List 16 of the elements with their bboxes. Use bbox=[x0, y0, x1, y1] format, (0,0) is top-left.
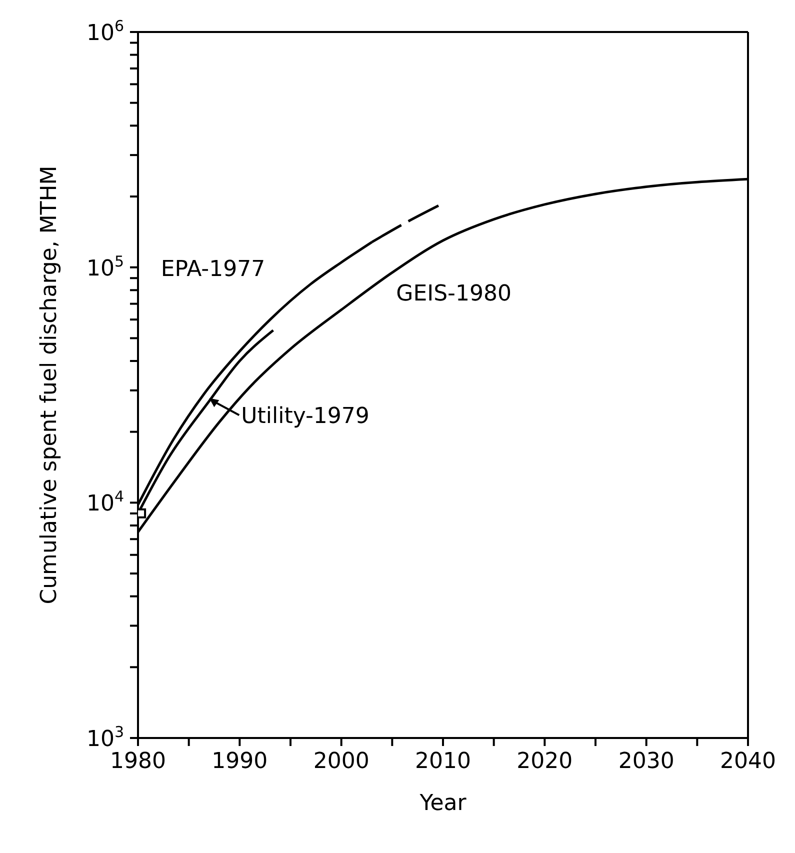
x-tick-label: 2030 bbox=[618, 749, 674, 774]
x-tick-label: 1980 bbox=[110, 749, 166, 774]
series-label: EPA-1977 bbox=[160, 256, 266, 282]
x-tick-label: 2020 bbox=[516, 749, 573, 774]
y-axis-title: Cumulative spent fuel discharge, MTHM bbox=[36, 166, 62, 604]
y-tick-label: 10$^{6}$ bbox=[86, 17, 124, 46]
y-tick-label: 10$^{3}$ bbox=[86, 723, 124, 752]
x-tick-label: 1990 bbox=[212, 749, 268, 774]
x-tick-label: 2040 bbox=[720, 749, 776, 774]
y-tick-label: 10$^{4}$ bbox=[86, 488, 124, 517]
x-axis-title: Year bbox=[418, 791, 468, 816]
x-tick-label: 2000 bbox=[313, 749, 370, 774]
x-tick-label: 2010 bbox=[415, 749, 471, 774]
series-label: GEIS-1980 bbox=[396, 282, 512, 307]
y-tick-label: 10$^{5}$ bbox=[86, 252, 124, 282]
legend-label: Utility-1979 bbox=[241, 404, 370, 430]
